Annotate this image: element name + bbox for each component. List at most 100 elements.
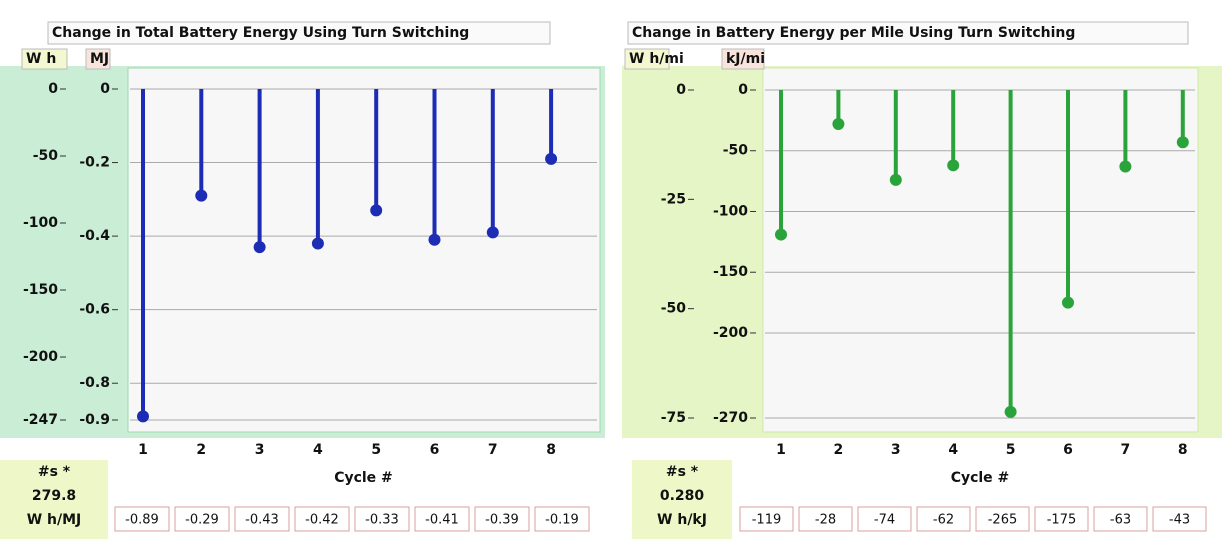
value-label: -43 (1169, 513, 1190, 528)
title-box (47, 21, 551, 45)
value-label: -0.42 (305, 513, 339, 528)
value-box (1034, 506, 1089, 532)
stem-marker (775, 228, 787, 241)
chart-title: Change in Battery Energy per Mile Using … (632, 25, 1075, 41)
stem-marker (1062, 296, 1074, 309)
value-box (916, 506, 971, 532)
y-tick-label: -0.9 (79, 412, 110, 428)
x-axis-label: Cycle # (951, 470, 1010, 486)
value-label: -28 (815, 513, 836, 528)
scale-note: #s * (666, 464, 699, 480)
axis-label-box (624, 48, 670, 70)
x-tick-label: 2 (196, 442, 206, 458)
value-box (739, 506, 794, 532)
x-tick-label: 8 (546, 442, 556, 458)
y2-tick-label: -200 (23, 349, 58, 365)
stem-marker (832, 118, 845, 131)
left-plot (127, 67, 601, 433)
x-tick-label: 3 (891, 442, 901, 458)
scale-note: 279.8 (32, 488, 76, 504)
y-tick-label: -50 (723, 143, 749, 159)
value-label: -62 (933, 513, 954, 528)
x-tick-label: 6 (430, 442, 440, 458)
y2-tick-label: 0 (676, 82, 686, 98)
value-box (975, 506, 1030, 532)
y2-tick-label: -100 (23, 215, 58, 231)
x-tick-label: 6 (1063, 442, 1073, 458)
value-box (174, 506, 230, 532)
scale-note: #s * (38, 464, 71, 480)
value-box (534, 506, 590, 532)
stem-marker (1119, 160, 1132, 173)
axis-label-box (21, 48, 68, 70)
stem-marker (137, 410, 149, 423)
value-box (114, 506, 170, 532)
stem-marker (370, 204, 383, 217)
x-tick-label: 2 (834, 442, 844, 458)
axis-label-box (721, 48, 765, 70)
stem-marker (253, 241, 266, 254)
axis-label-box (85, 48, 111, 70)
value-box (474, 506, 530, 532)
stem-marker (545, 152, 558, 165)
y-tick-label: -0.4 (79, 228, 110, 244)
x-tick-label: 4 (948, 442, 958, 458)
right-note-box (632, 460, 732, 539)
y2-tick-label: -247 (23, 412, 58, 428)
x-tick-label: 7 (1121, 442, 1131, 458)
value-box (1152, 506, 1207, 532)
y2-tick-label: -50 (33, 148, 59, 164)
value-label: -74 (874, 513, 895, 528)
x-tick-label: 1 (776, 442, 786, 458)
y2-axis-label: W h (26, 51, 56, 67)
stem-marker (195, 189, 208, 202)
value-label: -0.41 (425, 513, 459, 528)
y2-tick-label: -150 (23, 282, 58, 298)
x-tick-label: 3 (255, 442, 265, 458)
y-tick-label: -150 (713, 264, 748, 280)
y2-tick-label: 0 (48, 81, 58, 97)
value-box (798, 506, 853, 532)
y-axis-label: MJ (90, 51, 109, 67)
y2-tick-label: -50 (661, 301, 687, 317)
value-box (354, 506, 410, 532)
title-box (627, 21, 1189, 45)
x-tick-label: 1 (138, 442, 148, 458)
y-axis-label: kJ/mi (726, 51, 765, 67)
stem-marker (889, 173, 902, 186)
value-label: -0.29 (185, 513, 219, 528)
value-label: -0.33 (365, 513, 399, 528)
x-tick-label: 5 (1006, 442, 1016, 458)
value-label: -175 (1047, 513, 1077, 528)
stem-marker (311, 237, 324, 250)
left-note-box (0, 460, 108, 539)
scale-note: W h/kJ (657, 512, 707, 528)
value-box (1093, 506, 1148, 532)
y-tick-label: -270 (713, 410, 748, 426)
y-tick-label: -0.2 (79, 155, 110, 171)
y-tick-label: -0.6 (79, 302, 110, 318)
stem-marker (1004, 405, 1017, 418)
value-box (294, 506, 350, 532)
value-label: -0.39 (485, 513, 519, 528)
y-tick-label: 0 (100, 81, 110, 97)
x-tick-label: 7 (488, 442, 498, 458)
y-tick-label: -100 (713, 203, 748, 219)
value-box (857, 506, 912, 532)
value-label: -63 (1110, 513, 1131, 528)
y2-tick-label: -25 (661, 191, 686, 207)
value-label: -119 (752, 513, 782, 528)
y-tick-label: 0 (738, 82, 748, 98)
right-plot (762, 67, 1199, 433)
value-label: -0.43 (245, 513, 279, 528)
scale-note: 0.280 (660, 488, 705, 504)
x-tick-label: 5 (371, 442, 381, 458)
scale-note: W h/MJ (27, 512, 82, 528)
stem-marker (947, 159, 960, 172)
y-tick-label: -200 (713, 325, 748, 341)
value-box (234, 506, 290, 532)
value-label: -0.19 (545, 513, 579, 528)
y2-tick-label: -75 (661, 410, 686, 426)
